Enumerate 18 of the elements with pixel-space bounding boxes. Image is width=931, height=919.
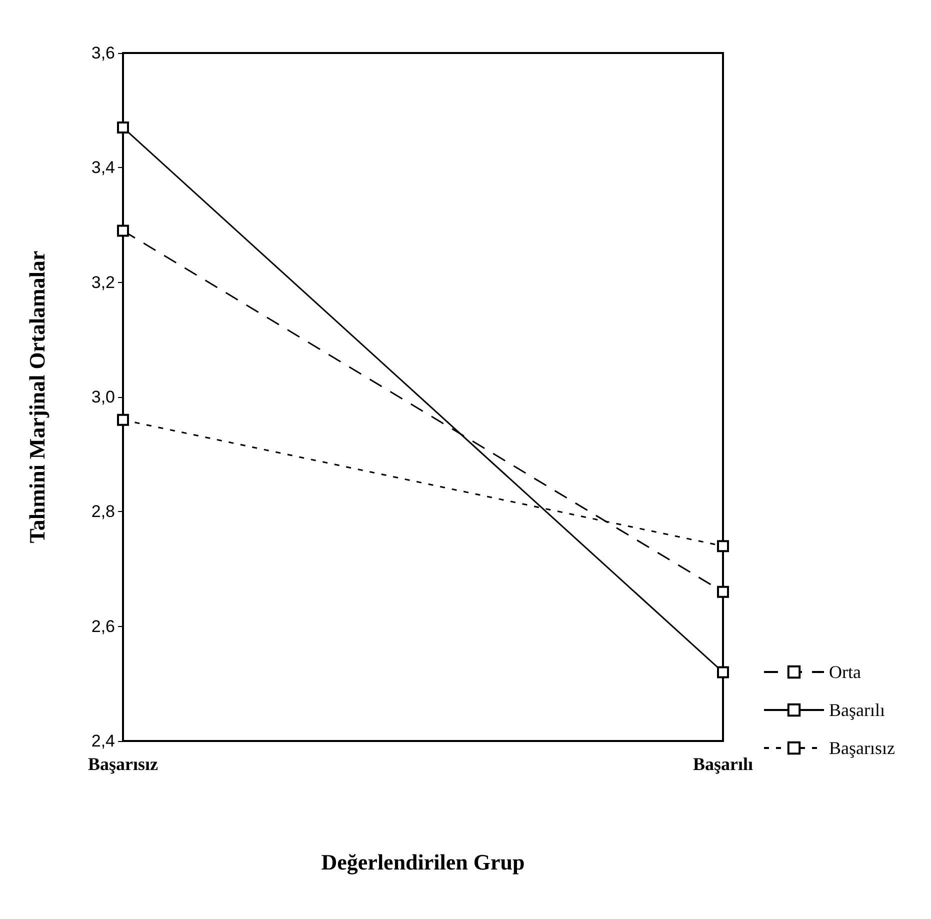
point [117,414,129,426]
point [717,540,729,552]
legend-label: Orta [829,662,861,682]
y-tick-label: 2,4 [91,732,115,750]
y-tick-label: 3,6 [91,44,115,62]
point [717,666,729,678]
point [717,586,729,598]
point [117,224,129,237]
legend-label: Başarısız [829,738,895,758]
y-tick-label: 2,6 [91,616,115,636]
x-axis-title: Değerlendirilen Grup [321,850,525,874]
y-tick-label: 3,0 [91,388,115,406]
y-tick-label: 3,2 [91,272,115,292]
y-axis-title: Tahmini Marjinal Ortalamalar [24,250,50,544]
legend-label: Başarılı [829,700,885,720]
point [117,122,129,134]
y-tick-label: 2,8 [91,502,115,522]
y-tick-label: 3,4 [91,158,115,178]
